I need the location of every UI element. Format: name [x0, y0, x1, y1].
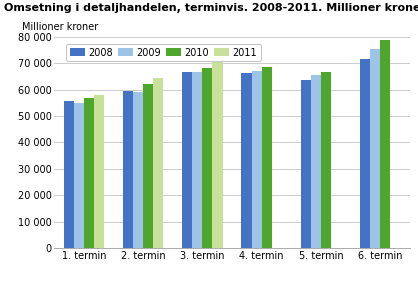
- Text: Millioner kroner: Millioner kroner: [23, 23, 99, 32]
- Bar: [182, 72, 192, 248]
- Text: Omsetning i detaljhandelen, terminvis. 2008-2011. Millioner kroner: Omsetning i detaljhandelen, terminvis. 2…: [4, 3, 418, 13]
- Bar: [370, 49, 380, 248]
- Bar: [252, 71, 262, 248]
- Legend: 2008, 2009, 2010, 2011: 2008, 2009, 2010, 2011: [66, 44, 261, 61]
- Bar: [143, 84, 153, 248]
- Bar: [262, 67, 272, 248]
- Bar: [360, 59, 370, 248]
- Bar: [192, 72, 202, 248]
- Bar: [74, 103, 84, 248]
- Bar: [380, 40, 390, 248]
- Bar: [202, 68, 212, 248]
- Bar: [123, 91, 133, 248]
- Bar: [64, 101, 74, 248]
- Bar: [301, 80, 311, 248]
- Bar: [311, 75, 321, 248]
- Bar: [153, 78, 163, 248]
- Bar: [84, 98, 94, 248]
- Bar: [94, 95, 104, 248]
- Bar: [133, 92, 143, 248]
- Bar: [242, 72, 252, 248]
- Bar: [321, 72, 331, 248]
- Bar: [212, 62, 222, 248]
